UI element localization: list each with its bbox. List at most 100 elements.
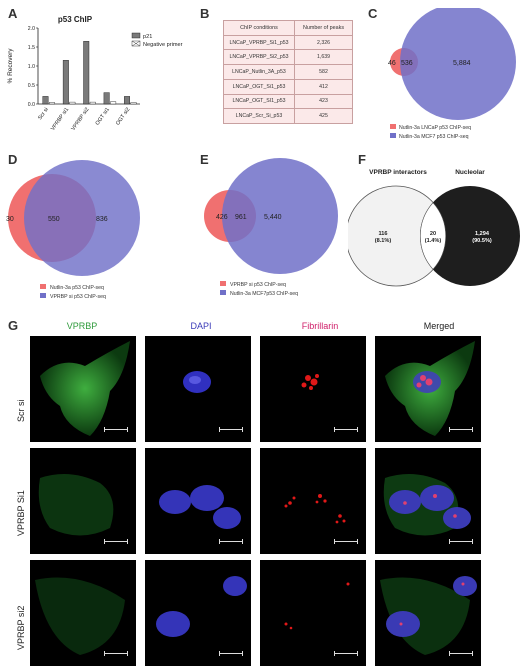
legend-swatch-blue [40, 293, 46, 298]
y-tick-label: 0.5 [28, 83, 35, 89]
venn-right-count: 1,294 [475, 231, 490, 237]
venn-overlap [420, 202, 446, 270]
bar-negative-primer [89, 101, 96, 105]
legend-label: Negative primer [143, 42, 183, 48]
table-cell-peaks: 425 [294, 108, 353, 124]
venn-circle-right [24, 160, 140, 276]
legend-swatch [131, 32, 141, 39]
image-vprbp-vprbp-si1 [30, 448, 136, 554]
table-cell-peaks: 2,326 [294, 34, 353, 51]
scale-bar [104, 651, 128, 658]
venn-left-count: 426 [216, 214, 228, 221]
venn-circle-right [222, 158, 338, 274]
table-header-conditions: ChIP conditions [223, 20, 295, 36]
venn-right-title: Nucleolar [455, 169, 485, 176]
scale-bar [104, 539, 128, 546]
table-header-row: ChIP conditions Number of peaks [223, 20, 353, 36]
column-header-vprbp: VPRBP [66, 321, 98, 331]
table-row: LNCaP_Scr_Si_p53 425 [223, 108, 353, 124]
venn-diagram-f: VPRBP interactors Nucleolar 116 (8.1%) 2… [348, 169, 520, 287]
venn-left-title: VPRBP interactors [369, 169, 427, 176]
y-tick-label: 1.0 [28, 64, 35, 70]
bar-negative-primer [49, 102, 55, 105]
scale-bar [334, 539, 358, 546]
image-merged-vprbp-si1 [375, 448, 481, 554]
legend-label: Nutlin-3a MCF7p53 ChIP-seq [230, 291, 298, 297]
panel-label-a: A [8, 6, 18, 21]
legend-swatch-blue [390, 133, 396, 138]
x-tick-label: VPRBP si1 [50, 107, 70, 132]
image-vprbp-scr-si [30, 336, 136, 442]
row-header-vprbp-si1: VPRBP Si1 [16, 490, 26, 536]
row-header-vprbp-si2: VPRBP si2 [16, 605, 26, 650]
image-dapi-scr-si [145, 336, 251, 442]
y-tick-label: 1.5 [28, 45, 35, 51]
venn-diagram-d: 30 550 836 Nutlin-3a p53 ChIP-seq VPRBP … [6, 160, 140, 300]
venn-overlap-count: 536 [401, 60, 413, 67]
venn-left-count: 116 [378, 231, 387, 237]
legend-label: Nutlin-3a p53 ChIP-seq [50, 285, 104, 291]
x-tick-label: Scr si [37, 107, 50, 121]
table-row: LNCaP_VPRBP_Si1_p53 2,326 [223, 34, 353, 51]
bar-p21 [124, 96, 131, 105]
bar-p21 [83, 41, 90, 105]
panel-label-f: F [358, 152, 366, 167]
table-cell-condition: LNCaP_Nutlin_3A_p53 [223, 64, 295, 80]
table-cell-condition: LNCaP_Scr_Si_p53 [223, 108, 295, 124]
legend-label: p21 [143, 34, 152, 40]
venn-circle-right [400, 8, 516, 120]
panel-label-d: D [8, 152, 18, 167]
venn-right-count: 836 [96, 216, 108, 223]
image-dapi-vprbp-si1 [145, 448, 251, 554]
column-header-dapi: DAPI [190, 321, 212, 331]
panel-label-b: B [200, 6, 210, 21]
scale-bar [104, 427, 128, 434]
row-header-scr-si: Scr si [16, 399, 26, 423]
panel-label-e: E [200, 152, 209, 167]
bar-p21 [62, 60, 69, 105]
scale-bar [219, 651, 243, 658]
table-cell-condition: LNCaP_VPRBP_Si1_p53 [223, 34, 295, 51]
image-merged-vprbp-si2 [375, 560, 481, 666]
venn-left-count: 30 [6, 216, 14, 223]
table-cell-peaks: 412 [294, 78, 353, 95]
image-fibrillarin-scr-si [260, 336, 366, 442]
table-header-peaks: Number of peaks [294, 20, 353, 36]
image-vprbp-vprbp-si2 [30, 560, 136, 666]
table-cell-peaks: 1,639 [294, 49, 353, 66]
scale-bar [219, 539, 243, 546]
scale-bar [449, 427, 473, 434]
image-fibrillarin-vprbp-si1 [260, 448, 366, 554]
x-tick-label: VPRBP si2 [70, 107, 90, 132]
venn-diagram-c: 46 536 5,884 Nutlin-3a LNCaP p53 ChIP-se… [388, 8, 516, 140]
table-row: LNCaP_VPRBP_Si2_p53 1,639 [223, 49, 353, 66]
venn-left-count: 46 [388, 60, 396, 67]
legend-swatch-red [40, 284, 46, 289]
table-cell-condition: LNCaP_VPRBP_Si2_p53 [223, 49, 295, 66]
legend-swatch-red [220, 281, 226, 286]
table-row: LNCaP_OGT_SI1_p53 423 [223, 93, 353, 110]
chip-peaks-table: ChIP conditions Number of peaks LNCaP_VP… [223, 20, 353, 124]
bar-p21 [42, 96, 49, 105]
table-row: LNCaP_OGT_Si1_p53 412 [223, 78, 353, 95]
table-row: LNCaP_Nutlin_3A_p53 582 [223, 64, 353, 80]
scale-bar [334, 427, 358, 434]
x-tick-label: OGT si1 [95, 107, 111, 127]
table-cell-peaks: 423 [294, 93, 353, 110]
legend-label: Nutlin-3a MCF7 p53 ChIP-seq [399, 134, 469, 140]
column-header-merged: Merged [423, 321, 455, 331]
legend-label: VPRBP si p53 ChIP-seq [230, 282, 286, 288]
image-dapi-vprbp-si2 [145, 560, 251, 666]
column-header-fibrillarin: Fibrillarin [301, 321, 339, 331]
chart-title: p53 ChIP [58, 15, 93, 24]
venn-mid-pct: (1.4%) [425, 238, 442, 244]
scale-bar [219, 427, 243, 434]
table-cell-condition: LNCaP_OGT_Si1_p53 [223, 78, 295, 95]
venn-right-count: 5,440 [264, 214, 282, 221]
venn-circle-right [420, 186, 520, 286]
venn-overlap-count: 961 [235, 214, 247, 221]
bar-negative-primer [130, 102, 137, 105]
y-tick-label: 0.0 [28, 102, 35, 108]
venn-overlap-count: 550 [48, 216, 60, 223]
